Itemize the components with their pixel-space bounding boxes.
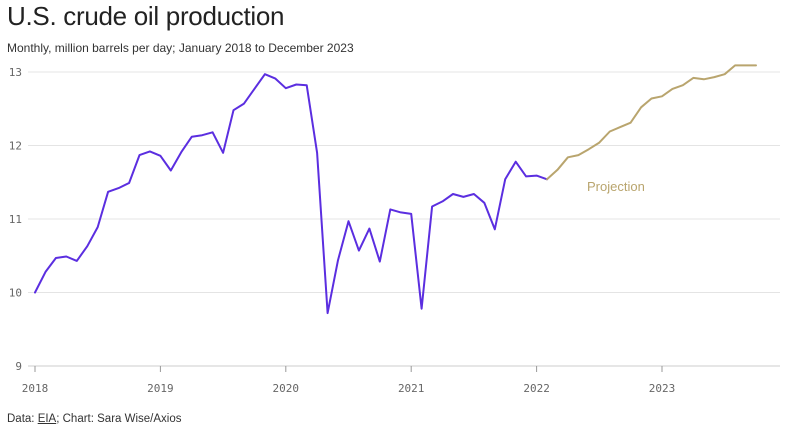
annotations: Projection [587, 179, 645, 194]
chart-title: U.S. crude oil production [7, 1, 285, 31]
y-tick-label: 11 [9, 213, 22, 226]
x-tick-label: 2023 [649, 382, 676, 395]
x-tick-label: 2021 [398, 382, 425, 395]
source-link-eia[interactable]: EIA [37, 413, 57, 425]
gridlines [28, 71, 780, 367]
x-tick-label: 2018 [22, 382, 49, 395]
series-line-historical [34, 73, 548, 315]
x-tick-label: 2019 [147, 382, 174, 395]
x-axis-ticks: 2018 2019 2020 2021 2022 2023 [22, 366, 676, 395]
x-tick-label: 2022 [523, 382, 550, 395]
y-tick-label: 13 [9, 66, 22, 79]
y-tick-label: 9 [15, 360, 22, 373]
y-tick-label: 12 [9, 140, 22, 153]
source-prefix: Data: [7, 413, 38, 425]
y-tick-label: 10 [9, 287, 22, 300]
series-line-projection [546, 64, 757, 181]
series-lines [34, 64, 757, 315]
projection-annotation: Projection [587, 179, 645, 194]
chart-source: Data: EIA; Chart: Sara Wise/Axios [7, 413, 182, 425]
chart-subtitle: Monthly, million barrels per day; Januar… [7, 41, 354, 55]
x-tick-label: 2020 [273, 382, 300, 395]
y-axis-ticks: 9 10 11 12 13 [9, 66, 22, 373]
chart-credit: ; Chart: Sara Wise/Axios [56, 413, 182, 425]
